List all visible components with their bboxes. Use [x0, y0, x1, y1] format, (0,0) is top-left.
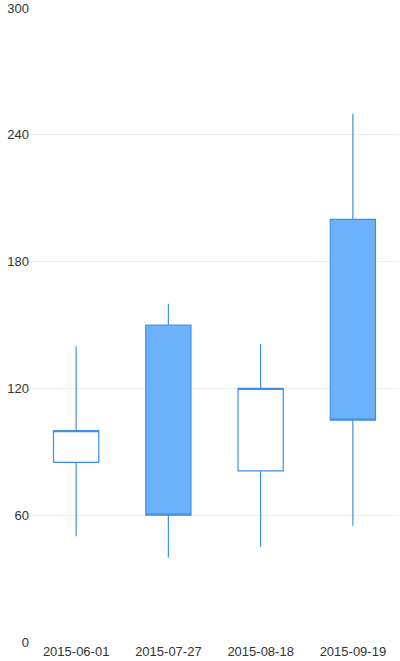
svg-text:300: 300	[7, 1, 29, 16]
svg-text:240: 240	[7, 127, 29, 142]
svg-text:2015-09-19: 2015-09-19	[320, 644, 387, 659]
svg-text:60: 60	[15, 508, 29, 523]
svg-text:120: 120	[7, 381, 29, 396]
svg-text:2015-06-01: 2015-06-01	[43, 644, 110, 659]
svg-text:2015-08-18: 2015-08-18	[227, 644, 294, 659]
svg-text:0: 0	[22, 635, 29, 650]
svg-text:180: 180	[7, 254, 29, 269]
svg-text:2015-07-27: 2015-07-27	[135, 644, 202, 659]
